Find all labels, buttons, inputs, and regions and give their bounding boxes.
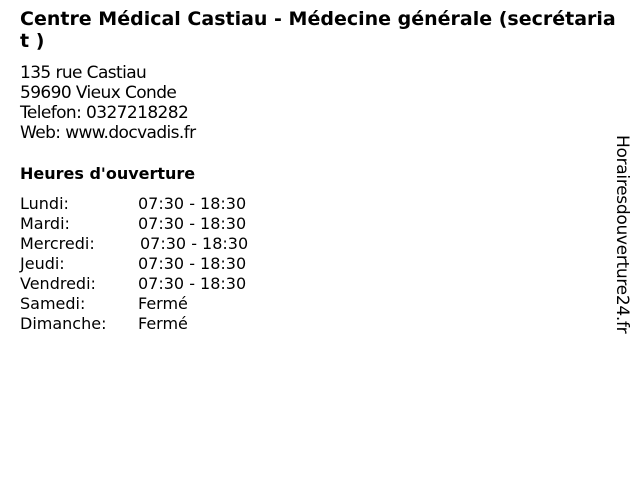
time-value: 07:30 - 18:30 [138, 254, 247, 273]
time-value: Fermé [138, 314, 188, 333]
street-address: 135 rue Castiau [20, 63, 147, 83]
phone: Telefon: 0327218282 [20, 103, 189, 123]
day-label: Lundi: [20, 194, 69, 213]
time-value: 07:30 - 18:30 [138, 194, 247, 213]
page-title: Centre Médical Castiau - Médecine généra… [20, 8, 616, 52]
time-value: Fermé [138, 294, 188, 313]
day-label: Mercredi: [20, 234, 95, 253]
day-label: Samedi: [20, 294, 86, 313]
watermark-text: Horairesdouverture24.fr [612, 135, 632, 334]
day-label: Dimanche: [20, 314, 107, 333]
time-value: 07:30 - 18:30 [138, 214, 247, 233]
time-value: 07:30 - 18:30 [140, 234, 249, 253]
website: Web: www.docvadis.fr [20, 123, 196, 143]
day-label: Mardi: [20, 214, 70, 233]
time-value: 07:30 - 18:30 [138, 274, 247, 293]
hours-heading: Heures d'ouverture [20, 164, 196, 183]
day-label: Vendredi: [20, 274, 96, 293]
address-block: 135 rue Castiau 59690 Vieux Conde Telefo… [20, 63, 196, 143]
day-label: Jeudi: [20, 254, 65, 273]
city: 59690 Vieux Conde [20, 83, 177, 103]
